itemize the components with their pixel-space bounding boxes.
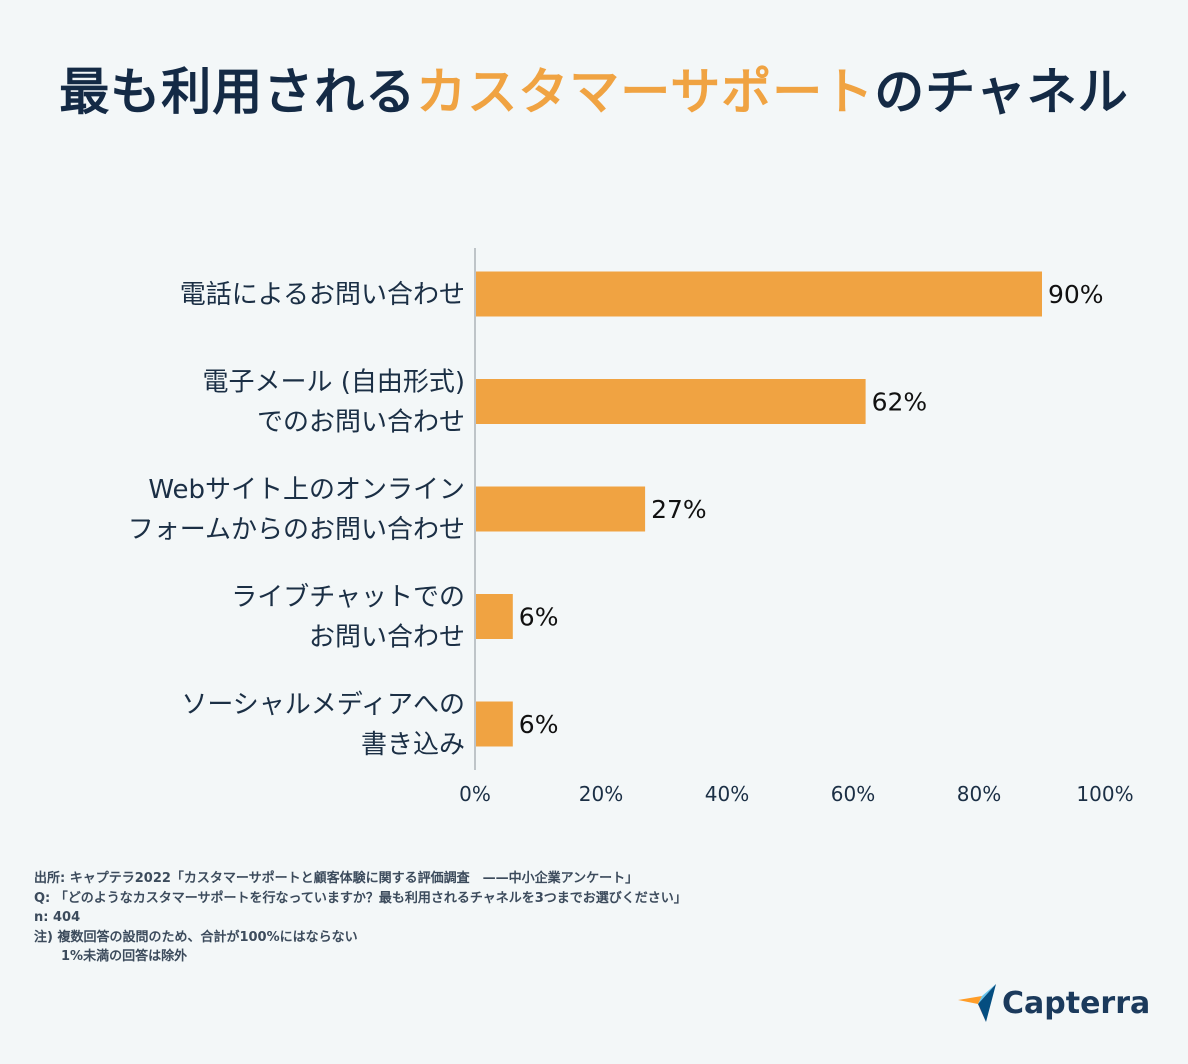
- category-label-2-line-1: 電子メール (自由形式): [202, 368, 465, 398]
- x-tick-label-6: 100%: [1076, 782, 1133, 806]
- x-tick-label-2: 20%: [579, 782, 623, 806]
- category-label-1: 電話によるお問い合わせ: [180, 280, 465, 310]
- category-label-3-line-1: Webサイト上のオンライン: [148, 475, 465, 505]
- footnotes: 出所: キャプテラ2022「カスタマーサポートと顧客体験に関する評価調査 ——中…: [34, 869, 687, 967]
- x-tick-label-3: 40%: [705, 782, 749, 806]
- category-label-5-line-2: 書き込み: [361, 730, 465, 760]
- chart-title-part1: 最も利用される: [59, 63, 417, 121]
- x-tick-label-4: 60%: [831, 782, 875, 806]
- value-label-1: 90%: [1048, 280, 1104, 309]
- bar-3: [476, 486, 646, 532]
- chart-title: 最も利用されるカスタマーサポートのチャネル: [0, 52, 1188, 124]
- value-label-5: 6%: [519, 710, 559, 739]
- footnote-note1: 注) 複数回答の設問のため、合計が100%にはならない: [34, 929, 358, 945]
- chart-title-accent: カスタマーサポート: [416, 63, 875, 121]
- chart-title-part3: のチャネル: [874, 63, 1129, 121]
- footnote-source: 出所: キャプテラ2022「カスタマーサポートと顧客体験に関する評価調査 ——中…: [34, 871, 639, 886]
- bar-4: [476, 594, 513, 639]
- category-label-3-line-2: フォームからのお問い合わせ: [128, 515, 465, 545]
- capterra-logo: Capterra: [956, 980, 1150, 1026]
- value-label-3: 27%: [651, 495, 707, 524]
- bar-5: [476, 701, 513, 747]
- bar-2: [476, 379, 866, 424]
- value-label-4: 6%: [519, 603, 559, 632]
- footnote-sample-size: n: 404: [34, 910, 81, 925]
- footnote-note2: 1%未満の回答は除外: [61, 949, 188, 964]
- footnote-question: Q: 「どのようなカスタマーサポートを行なっていますか？最も利用されるチャネルを…: [34, 890, 687, 906]
- capterra-arrow-icon: [958, 984, 996, 1022]
- value-label-2: 62%: [872, 388, 928, 417]
- bar-1: [476, 271, 1042, 317]
- x-tick-label-5: 80%: [957, 782, 1001, 806]
- capterra-logo-text: Capterra: [1002, 985, 1151, 1021]
- category-label-4-line-2: お問い合わせ: [309, 623, 465, 653]
- category-label-2-line-2: でのお問い合わせ: [257, 408, 465, 438]
- x-tick-label-1: 0%: [459, 782, 491, 806]
- category-label-4-line-1: ライブチャットでの: [231, 583, 465, 613]
- category-label-5-line-1: ソーシャルメディアへの: [181, 690, 465, 720]
